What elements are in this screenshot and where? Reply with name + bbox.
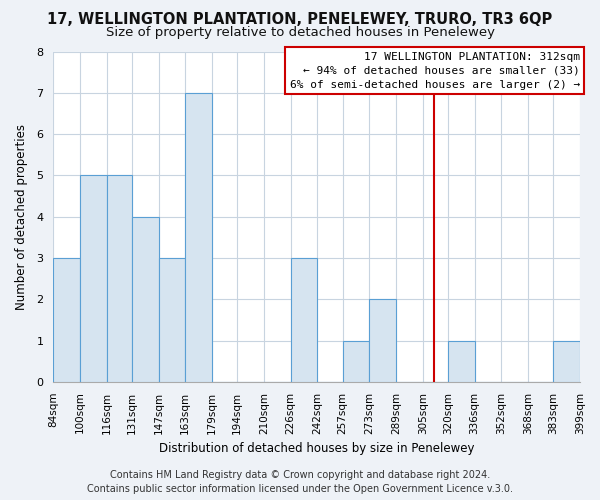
Text: 17 WELLINGTON PLANTATION: 312sqm
← 94% of detached houses are smaller (33)
6% of: 17 WELLINGTON PLANTATION: 312sqm ← 94% o… xyxy=(290,52,580,90)
Bar xyxy=(290,258,317,382)
Y-axis label: Number of detached properties: Number of detached properties xyxy=(15,124,28,310)
Text: Contains HM Land Registry data © Crown copyright and database right 2024.
Contai: Contains HM Land Registry data © Crown c… xyxy=(87,470,513,494)
Bar xyxy=(448,340,475,382)
Bar xyxy=(343,340,369,382)
Bar xyxy=(369,299,396,382)
Bar xyxy=(553,340,580,382)
Text: Size of property relative to detached houses in Penelewey: Size of property relative to detached ho… xyxy=(106,26,494,39)
X-axis label: Distribution of detached houses by size in Penelewey: Distribution of detached houses by size … xyxy=(159,442,475,455)
Text: 17, WELLINGTON PLANTATION, PENELEWEY, TRURO, TR3 6QP: 17, WELLINGTON PLANTATION, PENELEWEY, TR… xyxy=(47,12,553,28)
Bar xyxy=(158,258,185,382)
Bar xyxy=(80,176,107,382)
Bar xyxy=(132,216,158,382)
Bar xyxy=(185,93,212,382)
Bar xyxy=(107,176,132,382)
Bar xyxy=(53,258,80,382)
